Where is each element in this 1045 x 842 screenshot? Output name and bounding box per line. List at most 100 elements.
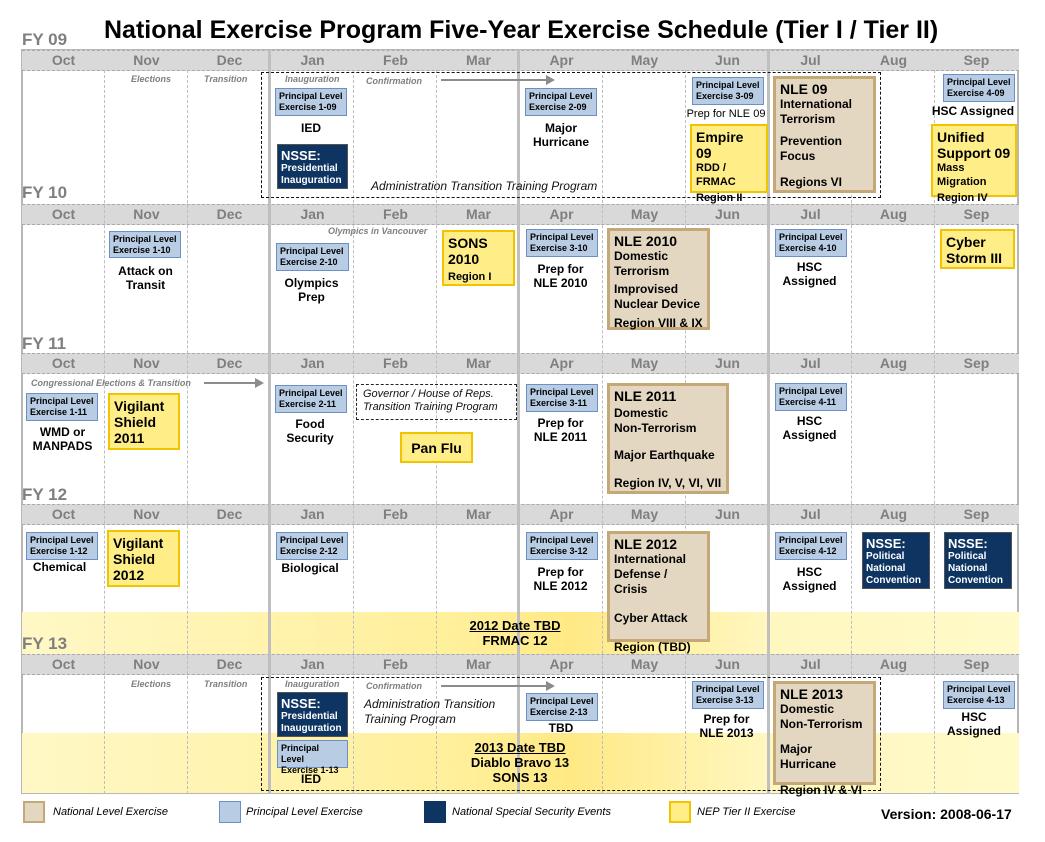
ple-1-09[interactable]: Principal Level Exercise 1-09 bbox=[275, 88, 347, 116]
legend-swatch-nsse bbox=[424, 801, 446, 823]
legend-swatch-tier2 bbox=[669, 801, 691, 823]
ple-1-11[interactable]: Principal Level Exercise 1-11 bbox=[26, 393, 98, 421]
ple-1-10[interactable]: Principal Level Exercise 1-10 bbox=[109, 231, 181, 258]
month-aug: Aug bbox=[879, 52, 908, 68]
ple-3-11[interactable]: Principal Level Exercise 3-11 bbox=[526, 384, 598, 412]
nsse-line: Presidential bbox=[281, 163, 338, 174]
month-nov: Nov bbox=[133, 206, 160, 222]
tier2-sons-2010[interactable]: SONS 2010 Region I bbox=[442, 230, 515, 286]
nle-09[interactable]: NLE 09 International Terrorism Preventio… bbox=[773, 76, 876, 193]
month-mar: Mar bbox=[466, 656, 491, 672]
ple-3-10-caption: Prep for NLE 2010 bbox=[519, 262, 602, 290]
month-nov: Nov bbox=[133, 52, 160, 68]
exercise-title: Shield bbox=[113, 551, 156, 567]
month-jul: Jul bbox=[800, 656, 821, 672]
exercise-title: 2011 bbox=[114, 430, 145, 446]
exercise-title: Vigilant bbox=[114, 398, 165, 414]
month-jan: Jan bbox=[300, 656, 325, 672]
ple-4-10[interactable]: Principal Level Exercise 4-10 bbox=[775, 229, 847, 257]
month-oct: Oct bbox=[51, 206, 76, 222]
ple-3-13[interactable]: Principal Level Exercise 3-13 bbox=[692, 681, 764, 709]
tier2-empire-09[interactable]: Empire 09 RDD / FRMAC Region II bbox=[690, 124, 768, 204]
ple-3-10[interactable]: Principal Level Exercise 3-10 bbox=[526, 229, 598, 257]
ple-1-09-caption: IED bbox=[300, 121, 321, 135]
ple-line: Exercise 1-09 bbox=[279, 102, 337, 112]
nsse-line: Inauguration bbox=[281, 175, 342, 186]
caption-line: WMD or bbox=[39, 425, 86, 439]
tier2-vigilant-shield-2012[interactable]: Vigilant Shield 2012 bbox=[107, 530, 180, 587]
arrow-icon bbox=[441, 681, 555, 691]
legend-swatch-ple bbox=[219, 801, 241, 823]
grid-line bbox=[104, 70, 105, 794]
ple-2-11[interactable]: Principal Level Exercise 2-11 bbox=[275, 385, 347, 413]
ple-line: Exercise 3-09 bbox=[696, 91, 754, 101]
ple-2-09[interactable]: Principal Level Exercise 2-09 bbox=[525, 88, 597, 116]
nle-2013[interactable]: NLE 2013 Domestic Non-Terrorism Major Hu… bbox=[773, 681, 876, 797]
month-feb: Feb bbox=[383, 506, 408, 522]
ple-line: Exercise 4-10 bbox=[779, 243, 837, 253]
nle-line: International bbox=[780, 97, 853, 111]
ple-1-13-caption: IED bbox=[300, 772, 321, 786]
ple-line: Principal Level bbox=[281, 743, 320, 764]
nle-2012[interactable]: NLE 2012 International Defense / Crisis … bbox=[607, 531, 710, 654]
nle-line: Improvised bbox=[614, 282, 679, 296]
ple-1-13[interactable]: Principal Level Exercise 1-13 bbox=[277, 740, 348, 775]
tier2-unified-support-09[interactable]: Unified Support 09 Mass Migration Region… bbox=[931, 124, 1017, 204]
nsse-presidential-inauguration-13[interactable]: NSSE: Presidential Inauguration bbox=[277, 692, 348, 737]
ple-2-10[interactable]: Principal Level Exercise 2-10 bbox=[276, 243, 349, 271]
ple-4-09[interactable]: Principal Level Exercise 4-09 bbox=[943, 74, 1015, 102]
month-header-fy11: Oct Nov Dec Jan Feb Mar Apr May Jun Jul … bbox=[22, 353, 1019, 374]
nle-2011[interactable]: NLE 2011 Domestic Non-Terrorism Major Ea… bbox=[607, 383, 729, 494]
ple-2-12[interactable]: Principal Level Exercise 2-12 bbox=[276, 532, 348, 560]
caption-line: Assigned bbox=[782, 579, 837, 593]
ple-line: Principal Level bbox=[530, 535, 594, 545]
ple-3-12[interactable]: Principal Level Exercise 3-12 bbox=[526, 532, 598, 560]
caption-line: Prep for bbox=[537, 262, 584, 276]
arrow-icon bbox=[204, 378, 264, 388]
caption-line: NLE 2013 bbox=[699, 726, 754, 740]
tier2-pan-flu[interactable]: Pan Flu bbox=[400, 432, 473, 463]
month-jun: Jun bbox=[715, 52, 740, 68]
exercise-title: Vigilant bbox=[113, 535, 164, 551]
exercise-line: Region I bbox=[448, 271, 492, 283]
ple-line: Principal Level bbox=[529, 91, 593, 101]
ple-2-11-caption: Food Security bbox=[270, 417, 350, 445]
caption-line: NLE 2010 bbox=[533, 276, 588, 290]
ple-line: Exercise 4-11 bbox=[779, 397, 837, 407]
caption-line: Assigned bbox=[782, 428, 837, 442]
ple-4-13[interactable]: Principal Level Exercise 4-13 bbox=[943, 681, 1015, 709]
month-apr: Apr bbox=[549, 656, 574, 672]
ple-line: Exercise 4-09 bbox=[947, 88, 1005, 98]
tbd-diablo-bravo-sons-13: 2013 Date TBD Diablo Bravo 13 SONS 13 bbox=[445, 740, 595, 785]
exercise-title: Cyber bbox=[946, 234, 986, 250]
exercise-title: Empire 09 bbox=[696, 129, 744, 161]
tier2-vigilant-shield-2011[interactable]: Vigilant Shield 2011 bbox=[108, 393, 180, 450]
ple-4-12[interactable]: Principal Level Exercise 4-12 bbox=[775, 532, 847, 560]
ple-2-13[interactable]: Principal Level Exercise 2-13 bbox=[526, 693, 598, 721]
month-aug: Aug bbox=[879, 656, 908, 672]
nle-line: Focus bbox=[780, 149, 816, 163]
ple-line: Principal Level bbox=[280, 246, 344, 256]
admin-transition-boundary bbox=[261, 72, 881, 198]
ple-4-11[interactable]: Principal Level Exercise 4-11 bbox=[775, 383, 847, 411]
ple-3-09[interactable]: Principal Level Exercise 3-09 bbox=[692, 77, 764, 105]
ple-1-12[interactable]: Principal Level Exercise 1-12 bbox=[26, 532, 98, 560]
legend-label-ple: Principal Level Exercise bbox=[246, 806, 363, 818]
ple-2-13-caption: TBD bbox=[548, 721, 574, 735]
month-oct: Oct bbox=[51, 355, 76, 371]
legend-label-nsse: National Special Security Events bbox=[452, 806, 611, 818]
nsse-presidential-inauguration-09[interactable]: NSSE: Presidential Inauguration bbox=[277, 144, 348, 189]
month-sep: Sep bbox=[963, 52, 990, 68]
exercise-line: FRMAC bbox=[696, 176, 736, 188]
caption-line: HSC bbox=[796, 565, 823, 579]
caption-line: Attack on bbox=[118, 264, 173, 278]
nsse-political-convention-aug[interactable]: NSSE: Political National Convention bbox=[862, 532, 930, 589]
ple-4-11-caption: HSC Assigned bbox=[768, 414, 851, 442]
nle-2010[interactable]: NLE 2010 Domestic Terrorism Improvised N… bbox=[607, 228, 710, 330]
nsse-political-convention-sep[interactable]: NSSE: Political National Convention bbox=[944, 532, 1012, 589]
ple-line: Exercise 1-11 bbox=[30, 407, 88, 417]
caption-line: HSC bbox=[796, 414, 823, 428]
nsse-title: NSSE: bbox=[866, 536, 906, 551]
ple-line: Principal Level bbox=[280, 535, 344, 545]
tier2-cyber-storm-iii[interactable]: Cyber Storm III bbox=[940, 229, 1015, 269]
